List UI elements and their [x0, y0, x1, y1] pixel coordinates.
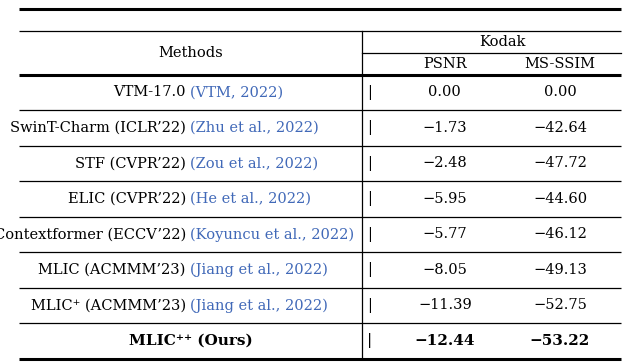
- Text: (Jiang et al., 2022): (Jiang et al., 2022): [191, 298, 328, 313]
- Text: |: |: [367, 85, 372, 100]
- Text: Methods: Methods: [158, 46, 223, 60]
- Text: |: |: [367, 262, 372, 277]
- Text: MLIC⁺ (ACMMM’23): MLIC⁺ (ACMMM’23): [31, 298, 191, 312]
- Text: |: |: [367, 333, 372, 348]
- Text: (Jiang et al., 2022): (Jiang et al., 2022): [191, 262, 328, 277]
- Text: −47.72: −47.72: [533, 157, 587, 170]
- Text: (Zhu et al., 2022): (Zhu et al., 2022): [191, 121, 319, 135]
- Text: 0.00: 0.00: [543, 86, 577, 99]
- Text: |: |: [367, 156, 372, 171]
- Text: (He et al., 2022): (He et al., 2022): [191, 192, 312, 206]
- Text: −42.64: −42.64: [533, 121, 587, 135]
- Text: |: |: [367, 227, 372, 242]
- Text: −2.48: −2.48: [422, 157, 467, 170]
- Text: 0.00: 0.00: [428, 86, 461, 99]
- Text: −1.73: −1.73: [422, 121, 467, 135]
- Text: PSNR: PSNR: [423, 57, 467, 71]
- Text: (VTM, 2022): (VTM, 2022): [191, 86, 284, 99]
- Text: −12.44: −12.44: [415, 334, 475, 348]
- Text: −53.22: −53.22: [530, 334, 590, 348]
- Text: Kodak: Kodak: [479, 35, 525, 49]
- Text: −5.77: −5.77: [422, 228, 467, 241]
- Text: (Koyuncu et al., 2022): (Koyuncu et al., 2022): [191, 227, 355, 242]
- Text: −5.95: −5.95: [422, 192, 467, 206]
- Text: (Zou et al., 2022): (Zou et al., 2022): [191, 157, 319, 170]
- Text: |: |: [367, 298, 372, 313]
- Text: MLIC (ACMMM’23): MLIC (ACMMM’23): [38, 263, 191, 277]
- Text: Contextformer (ECCV’22): Contextformer (ECCV’22): [0, 228, 191, 241]
- Text: −46.12: −46.12: [533, 228, 587, 241]
- Text: MLIC⁺⁺ (Ours): MLIC⁺⁺ (Ours): [129, 334, 252, 348]
- Text: −44.60: −44.60: [533, 192, 587, 206]
- Text: −52.75: −52.75: [533, 298, 587, 312]
- Text: ELIC (CVPR’22): ELIC (CVPR’22): [68, 192, 191, 206]
- Text: VTM-17.0: VTM-17.0: [113, 86, 191, 99]
- Text: |: |: [367, 120, 372, 135]
- Text: MS-SSIM: MS-SSIM: [525, 57, 595, 71]
- Text: STF (CVPR’22): STF (CVPR’22): [75, 157, 191, 170]
- Text: |: |: [367, 191, 372, 206]
- Text: SwinT-Charm (ICLR’22): SwinT-Charm (ICLR’22): [10, 121, 191, 135]
- Text: −8.05: −8.05: [422, 263, 467, 277]
- Text: −11.39: −11.39: [418, 298, 472, 312]
- Text: −49.13: −49.13: [533, 263, 587, 277]
